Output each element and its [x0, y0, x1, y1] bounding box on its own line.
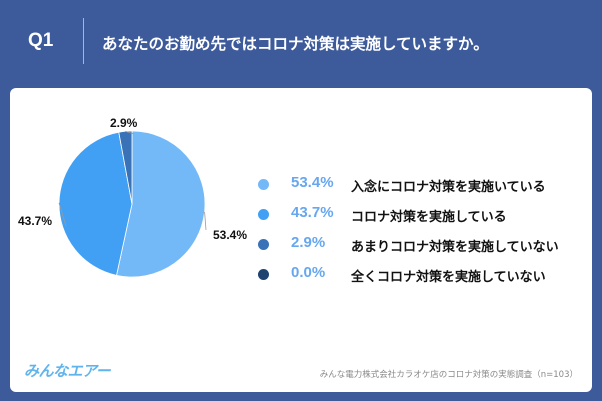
- legend-value: 0.0%: [291, 264, 326, 281]
- chart-panel: 53.4% 43.7% 2.9% 53.4% 入念にコロナ対策を実施いている 4…: [10, 88, 592, 392]
- question-title: あなたのお勤め先ではコロナ対策は実施していますか。: [102, 35, 489, 53]
- logo: みんなエアー: [24, 362, 111, 380]
- pie-slice: [116, 130, 206, 278]
- pie-label-2: 2.9%: [110, 116, 138, 130]
- legend-value: 53.4%: [291, 174, 334, 191]
- header-divider: [83, 18, 84, 64]
- legend-dot-icon: [258, 269, 269, 280]
- pie-chart: [58, 130, 207, 278]
- leader-line: [58, 202, 67, 227]
- leader-line: [204, 211, 207, 231]
- source-note: みんな電力株式会社カラオケ店のコロナ対策の実態調査（n=103）: [319, 370, 578, 380]
- legend-label: あまりコロナ対策を実施していない: [351, 240, 559, 255]
- legend-value: 43.7%: [291, 204, 334, 221]
- pie-label-1: 43.7%: [18, 214, 53, 228]
- legend-label: コロナ対策を実施している: [351, 210, 507, 225]
- header: Q1 あなたのお勤め先ではコロナ対策は実施していますか。: [0, 0, 602, 88]
- legend-label: 入念にコロナ対策を実施いている: [351, 180, 546, 195]
- leader-line: [125, 130, 135, 135]
- legend-dot-icon: [258, 239, 269, 250]
- question-number: Q1: [28, 30, 54, 51]
- legend-dot-icon: [258, 179, 269, 190]
- legend-dot-icon: [258, 209, 269, 220]
- legend-label: 全くコロナ対策を実施していない: [351, 270, 546, 285]
- legend-value: 2.9%: [291, 234, 326, 251]
- pie-slice: [58, 131, 133, 276]
- pie-label-0: 53.4%: [213, 228, 248, 242]
